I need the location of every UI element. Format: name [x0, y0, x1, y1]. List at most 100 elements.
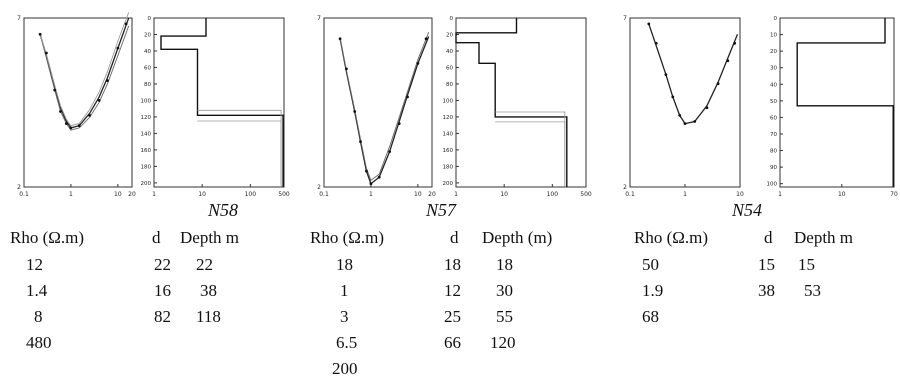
n54-rho-3: 68	[642, 307, 659, 326]
n57-resistivity-step-line	[455, 18, 568, 187]
n58-d-2: 16	[154, 281, 171, 300]
n58-observed-point	[59, 110, 62, 113]
n58-model-x-tick-label: 500	[278, 191, 290, 198]
n54-resistivity-step-line	[796, 18, 894, 187]
n58-model-frame	[153, 17, 285, 188]
n57-observed-point	[345, 67, 348, 71]
n58-model-curve-3	[39, 12, 130, 127]
n58-sounding-x-tick-label: 1	[69, 191, 73, 198]
n54-model-y-tick-label: 90	[770, 165, 777, 171]
n54-model-y-tick-label: 60	[770, 115, 777, 121]
n57-model-y-tick-label: 140	[443, 131, 454, 137]
n54-observed-point	[716, 82, 720, 86]
n57-model-y-tick-label: 0	[450, 16, 454, 22]
n54-header-d: d	[764, 228, 773, 247]
n57-d-2: 12	[444, 281, 461, 300]
n58-equivalent-model-line-2	[197, 120, 282, 187]
n57-station-label: N57	[426, 200, 457, 220]
n54-d-1: 15	[758, 255, 775, 274]
n58-model-curve-2	[39, 25, 130, 131]
n58-rho-4: 480	[26, 333, 52, 352]
n54-observed-point	[654, 41, 658, 45]
n54-model-y-tick-label: 70	[770, 132, 777, 138]
n54-model-y-tick-label: 80	[770, 149, 777, 155]
n54-figure: 0.1 1 10 2 7 1 10 70 0 10 20 30 40 50 60 70 80 90 100	[623, 15, 898, 198]
n57-model-frame	[455, 17, 587, 188]
n58-sounding-x-tick-label: 0.1	[19, 191, 29, 198]
n57-d-3: 25	[444, 307, 461, 326]
n58-model-x-tick-label: 10	[198, 191, 206, 198]
n57-rho-4: 6.5	[336, 333, 358, 352]
n57-observed-point	[397, 122, 401, 125]
n57-sounding-frame	[323, 17, 433, 188]
n54-rho-1: 50	[642, 255, 659, 274]
n54-sounding-frame	[629, 17, 741, 188]
n58-sounding-x-tick-label: 20	[128, 191, 136, 198]
n58-model-y-tick-label: 20	[144, 32, 151, 38]
n57-model-y-tick-label: 160	[443, 148, 454, 154]
n54-model-curve-1	[648, 23, 739, 125]
n58-d-3: 82	[154, 307, 171, 326]
n58-model-y-tick-label: 0	[148, 16, 152, 22]
n57-model-curve-2	[339, 32, 430, 182]
n57-model-x-tick-label: 1	[454, 191, 458, 198]
n57-depth-1: 18	[496, 255, 513, 274]
n57-observed-point	[388, 150, 391, 154]
n57-model-x-tick-label: 10	[500, 191, 508, 198]
n58-figure: 0.1 1 10 20 2 7 1 10 100 500 0 20 40 60 80 100 120 140 160…	[17, 12, 290, 198]
station-panel-n58: 0.1 1 10 20 2 7 1 10 100 500 0 20 40 60 80 100 120 140 160…	[0, 0, 300, 377]
n54-observed-point	[664, 73, 668, 76]
n54-observed-point	[678, 114, 682, 117]
n57-model-y-tick-label: 20	[446, 32, 453, 38]
n57-rho-2: 1	[340, 281, 349, 300]
n58-resistivity-step-line	[160, 18, 284, 187]
n57-observed-point	[416, 62, 420, 65]
n58-model-y-tick-label: 60	[144, 65, 151, 71]
n58-model-y-tick-label: 180	[141, 164, 152, 170]
n57-model-y-tick-label: 40	[446, 49, 453, 55]
n58-model-y-tick-label: 40	[144, 49, 151, 55]
n58-observed-point	[97, 99, 101, 102]
n54-sounding-y-tick-label: 7	[623, 15, 627, 22]
n54-observed-point	[671, 95, 675, 99]
n54-header-depth: Depth m	[794, 228, 854, 247]
n57-model-y-tick-label: 200	[443, 181, 454, 187]
n58-observed-point	[38, 32, 42, 36]
n57-sounding-y-tick-label: 2	[317, 184, 321, 191]
n57-rho-3: 3	[340, 307, 349, 326]
station-panel-n57: 0.1 1 10 20 2 7 1 10 100 500 0 20 40 60 80 100 120 140 160…	[300, 0, 600, 378]
n57-model-y-tick-label: 80	[446, 82, 453, 88]
n58-sounding-y-tick-label: 2	[17, 184, 21, 191]
n57-observed-point	[424, 37, 428, 41]
n57-depth-2: 30	[496, 281, 513, 300]
n57-d-4: 66	[444, 333, 461, 352]
n54-model-x-tick-label: 70	[890, 191, 898, 198]
n57-sounding-x-tick-label: 0.1	[319, 191, 329, 198]
n58-observed-point	[124, 22, 128, 26]
n58-model-y-tick-label: 160	[141, 148, 152, 154]
n58-depth-3: 118	[196, 307, 221, 326]
n57-rho-1: 18	[336, 255, 353, 274]
n57-rho-5: 200	[332, 359, 358, 378]
n57-observed-point	[365, 169, 368, 173]
n54-model-y-tick-label: 20	[770, 49, 777, 55]
n57-model-curve-1	[339, 36, 430, 185]
n57-observed-point	[369, 182, 373, 186]
n58-rho-2: 1.4	[26, 281, 48, 300]
n54-depth-1: 15	[798, 255, 815, 274]
n58-observed-point	[77, 124, 81, 128]
n57-sounding-x-tick-label: 10	[414, 191, 422, 198]
n58-depth-2: 38	[200, 281, 217, 300]
n54-model-frame	[779, 17, 895, 188]
n57-model-x-tick-label: 500	[580, 191, 592, 198]
n58-model-y-tick-label: 200	[141, 181, 152, 187]
n57-model-y-tick-label: 100	[443, 98, 454, 104]
n54-d-2: 38	[758, 281, 775, 300]
n54-model-y-tick-label: 100	[767, 182, 778, 188]
n57-observed-point	[377, 175, 381, 179]
n54-model-y-tick-label: 40	[770, 82, 777, 88]
n58-model-y-tick-label: 80	[144, 82, 151, 88]
n57-observed-point	[353, 110, 357, 113]
n57-sounding-x-tick-label: 20	[428, 191, 436, 198]
n57-model-y-tick-label: 120	[443, 115, 454, 121]
